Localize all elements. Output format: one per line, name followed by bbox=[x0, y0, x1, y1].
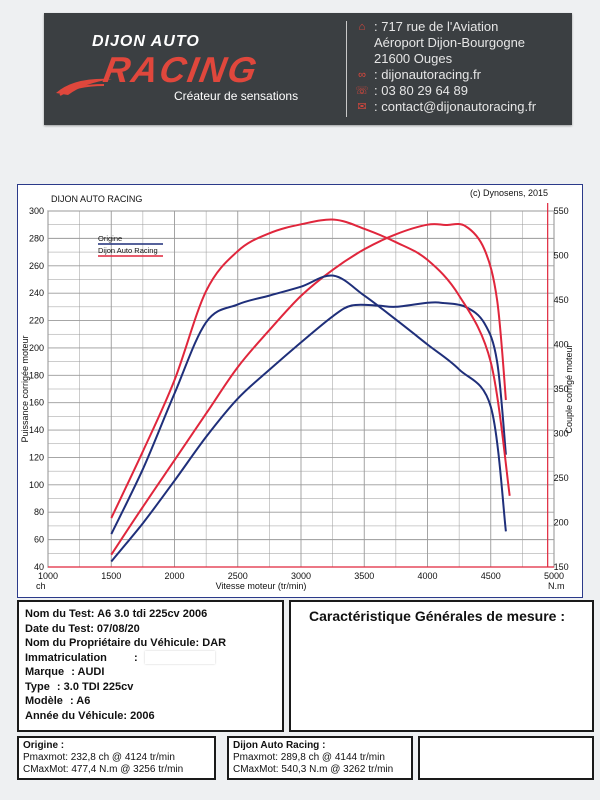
dyno-chart-frame: 40 60 80 100 120 140 160 180 200 220 240 260 280 300 1… bbox=[17, 184, 583, 598]
link-icon: ∞ bbox=[358, 69, 366, 81]
info-owner: Nom du Propriétaire du Véhicule: DAR bbox=[25, 637, 227, 649]
contact-phone[interactable]: : 03 80 29 64 89 bbox=[374, 83, 468, 98]
series-line-power-dar bbox=[110, 223, 507, 556]
y-left-tick-label: 300 bbox=[29, 206, 44, 216]
y-left-tick-label: 40 bbox=[34, 562, 44, 572]
info-test-date: Date du Test: 07/08/20 bbox=[25, 622, 140, 635]
series-line-torque-dar bbox=[110, 218, 511, 519]
y-left-tick-label: 80 bbox=[34, 507, 44, 517]
dyno-chart: 40 60 80 100 120 140 160 180 200 220 240 260 280 300 1… bbox=[20, 188, 574, 591]
origine-title: Origine : bbox=[23, 740, 65, 751]
info-type: Type : 3.0 TDI 225cv bbox=[25, 680, 134, 693]
y-left-axis-title: Puissance corrigée moteur bbox=[20, 335, 30, 442]
dar-cmax: CMaxMot: 540,3 N.m @ 3262 tr/min bbox=[233, 764, 394, 775]
home-icon: ⌂ bbox=[358, 21, 366, 33]
info-brand: Marque : AUDI bbox=[25, 666, 105, 678]
redacted-registration bbox=[144, 651, 215, 665]
y-right-tick-label: 400 bbox=[554, 340, 569, 350]
chart-grid bbox=[47, 203, 555, 568]
y-left-tick-label: 200 bbox=[29, 343, 44, 353]
mail-icon: ✉ bbox=[357, 101, 367, 113]
contact-address-line2: Aéroport Dijon-Bourgogne bbox=[374, 35, 526, 50]
series-line-power-origine bbox=[110, 301, 507, 563]
origine-results-box: Origine : Pmaxmot: 232,8 ch @ 4124 tr/mi… bbox=[17, 736, 216, 780]
x-tick-label: 4500 bbox=[481, 571, 501, 581]
contact-block: ⌂ : 717 rue de l'Aviation Aéroport Dijon… bbox=[354, 19, 536, 115]
legend-label-origine: Origine bbox=[98, 234, 122, 243]
y-right-tick-label: 350 bbox=[554, 384, 569, 394]
chart-labels: 40 60 80 100 120 140 160 180 200 220 240 260 280 300 1… bbox=[20, 188, 574, 591]
origine-pmax: Pmaxmot: 232,8 ch @ 4124 tr/min bbox=[23, 752, 175, 763]
y-left-tick-label: 100 bbox=[29, 480, 44, 490]
y-right-tick-label: 500 bbox=[554, 251, 569, 261]
y-right-tick-label: 250 bbox=[554, 473, 569, 483]
x-tick-label: 2500 bbox=[228, 571, 248, 581]
contact-address-row: ⌂ : 717 rue de l'Aviation bbox=[354, 19, 536, 35]
info-test-name: Nom du Test: A6 3.0 tdi 225cv 2006 bbox=[25, 608, 208, 620]
series-line-torque-origine bbox=[110, 274, 507, 535]
dar-pmax: Pmaxmot: 289,8 ch @ 4144 tr/min bbox=[233, 752, 385, 763]
contact-web-row: ∞ : dijonautoracing.fr bbox=[354, 67, 536, 83]
contact-website[interactable]: : dijonautoracing.fr bbox=[374, 67, 481, 82]
x-tick-label: 2000 bbox=[164, 571, 184, 581]
info-registration: Immatriculation : bbox=[25, 651, 226, 666]
x-tick-label: 3000 bbox=[291, 571, 311, 581]
contact-address-row2: Aéroport Dijon-Bourgogne bbox=[354, 35, 536, 51]
empty-notes-box bbox=[418, 736, 594, 780]
info-model: Modèle : A6 bbox=[25, 695, 91, 707]
contact-phone-row: ☏ : 03 80 29 64 89 bbox=[354, 83, 536, 99]
chart-copyright: (c) Dynosens, 2015 bbox=[470, 188, 548, 198]
legend-label-dar: Dijon Auto Racing bbox=[98, 246, 158, 255]
contact-mail-row: ✉ : contact@dijonautoracing.fr bbox=[354, 99, 536, 115]
y-right-axis-title: Couple corrigé moteur bbox=[564, 344, 574, 433]
right-unit-label: N.m bbox=[548, 581, 565, 591]
y-left-tick-label: 120 bbox=[29, 452, 44, 462]
logo-tagline: Créateur de sensations bbox=[174, 89, 299, 103]
contact-address-line3: 21600 Ouges bbox=[374, 51, 453, 66]
test-info-box: Nom du Test: A6 3.0 tdi 225cv 2006 Date … bbox=[17, 600, 284, 732]
phone-icon: ☏ bbox=[355, 85, 369, 97]
y-left-tick-label: 180 bbox=[29, 370, 44, 380]
y-right-tick-label: 300 bbox=[554, 429, 569, 439]
dar-results-box: Dijon Auto Racing : Pmaxmot: 289,8 ch @ … bbox=[227, 736, 413, 780]
y-right-tick-label: 450 bbox=[554, 295, 569, 305]
x-unit-label: ch bbox=[36, 581, 46, 591]
y-left-tick-label: 240 bbox=[29, 288, 44, 298]
logo-line2: RACING bbox=[100, 49, 262, 90]
origine-cmax: CMaxMot: 477,4 N.m @ 3256 tr/min bbox=[23, 764, 184, 775]
y-left-tick-label: 260 bbox=[29, 261, 44, 271]
contact-address-line1: : 717 rue de l'Aviation bbox=[374, 19, 499, 34]
measurement-characteristics-box: Caractéristique Générales de mesure : bbox=[289, 600, 594, 732]
y-right-tick-label: 550 bbox=[554, 206, 569, 216]
x-tick-label: 1500 bbox=[101, 571, 121, 581]
chart-legend: Origine Dijon Auto Racing bbox=[98, 234, 163, 257]
contact-address-row3: 21600 Ouges bbox=[354, 51, 536, 67]
contact-email[interactable]: : contact@dijonautoracing.fr bbox=[374, 99, 537, 114]
chart-title: DIJON AUTO RACING bbox=[51, 194, 142, 204]
x-tick-label: 5000 bbox=[544, 571, 564, 581]
x-tick-label: 1000 bbox=[38, 571, 58, 581]
header-divider bbox=[346, 21, 347, 117]
measurement-characteristics-title: Caractéristique Générales de mesure : bbox=[309, 608, 566, 624]
y-right-tick-label: 200 bbox=[554, 518, 569, 528]
y-left-tick-label: 220 bbox=[29, 316, 44, 326]
y-left-tick-label: 60 bbox=[34, 535, 44, 545]
x-tick-label: 4000 bbox=[417, 571, 437, 581]
x-axis-title: Vitesse moteur (tr/min) bbox=[216, 581, 307, 591]
logo-line1: DIJON AUTO bbox=[92, 33, 200, 50]
chart-series bbox=[110, 218, 511, 563]
y-left-tick-label: 140 bbox=[29, 425, 44, 435]
x-tick-label: 3500 bbox=[354, 571, 374, 581]
dar-title: Dijon Auto Racing : bbox=[233, 740, 326, 751]
y-left-tick-label: 160 bbox=[29, 398, 44, 408]
company-header: DIJON AUTO RACING Créateur de sensations… bbox=[44, 13, 572, 125]
y-right-tick-label: 150 bbox=[554, 562, 569, 572]
info-year: Année du Véhicule: 2006 bbox=[25, 709, 155, 722]
logo-swoosh-icon bbox=[56, 78, 112, 96]
y-left-tick-label: 280 bbox=[29, 233, 44, 243]
